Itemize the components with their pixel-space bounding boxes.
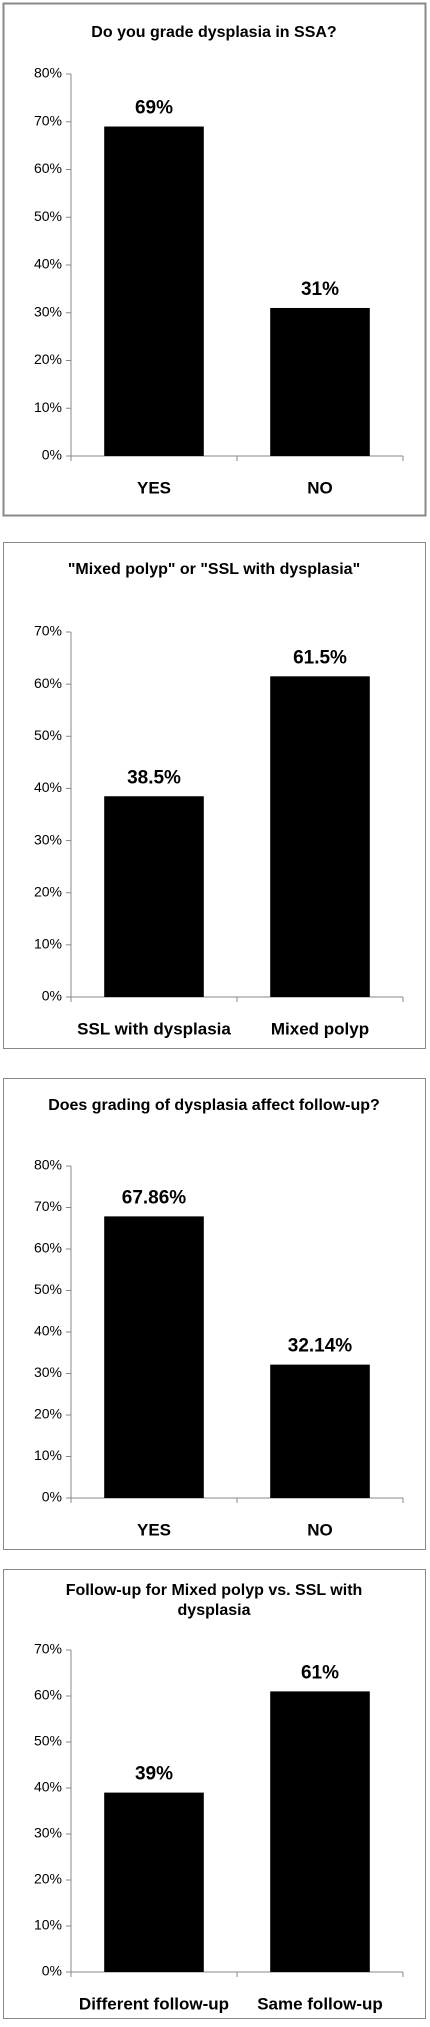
x-tick-label: YES (137, 478, 171, 497)
x-tick-label: YES (137, 1520, 171, 1539)
x-tick-label: SSL with dysplasia (77, 1019, 231, 1038)
y-tick-label: 20% (34, 1871, 62, 1887)
x-tick-label: Mixed polyp (271, 1019, 369, 1038)
y-tick-label: 30% (34, 1364, 62, 1380)
bar (104, 1216, 204, 1498)
chart-panel: Does grading of dysplasia affect follow-… (3, 1078, 426, 1550)
y-tick-label: 60% (34, 1687, 62, 1703)
x-tick-label: Same follow-up (257, 1994, 383, 2013)
y-tick-label: 60% (34, 1240, 62, 1256)
y-tick-label: 20% (34, 351, 62, 367)
y-tick-label: 60% (34, 675, 62, 691)
bar (104, 1792, 204, 1972)
title-box: "Mixed polyp" or "SSL with dysplasia" (67, 561, 361, 578)
bar (270, 1691, 370, 1972)
bar (104, 126, 204, 457)
y-tick-label: 10% (34, 399, 62, 415)
y-tick-label: 80% (34, 1157, 62, 1173)
y-tick-label: 50% (34, 1733, 62, 1749)
y-tick-label: 20% (34, 1406, 62, 1422)
y-tick-label: 40% (34, 779, 62, 795)
y-tick-label: 30% (34, 831, 62, 847)
chart-title: Follow-up for Mixed polyp vs. SSL with d… (65, 1582, 363, 1619)
y-tick-label: 30% (34, 1825, 62, 1841)
chart-panel: Do you grade dysplasia in SSA? 0% 10% 20% 30… (2, 2, 427, 517)
chart-panel: Follow-up for Mixed polyp vs. SSL with d… (3, 1569, 426, 2019)
value-label: 61.5% (293, 647, 347, 668)
bar (270, 307, 370, 456)
y-tick-label: 40% (34, 1323, 62, 1339)
y-tick-label: 70% (34, 1641, 62, 1657)
y-tick-label: 0% (42, 447, 62, 463)
y-tick-label: 10% (34, 1447, 62, 1463)
bar (270, 1364, 370, 1498)
y-tick-label: 50% (34, 1281, 62, 1297)
chart-title: "Mixed polyp" or "SSL with dysplasia" (67, 561, 361, 578)
value-label: 31% (301, 279, 339, 300)
value-label: 38.5% (127, 767, 181, 788)
x-tick-label: Different follow-up (79, 1994, 229, 2013)
value-label: 61% (301, 1662, 339, 1683)
y-tick-label: 50% (34, 727, 62, 743)
y-tick-label: 30% (34, 303, 62, 319)
y-tick-label: 70% (34, 623, 62, 639)
y-tick-label: 70% (34, 112, 62, 128)
chart-title: Do you grade dysplasia in SSA? (91, 24, 337, 41)
bar (270, 676, 370, 997)
y-tick-label: 80% (34, 65, 62, 81)
title-box: Does grading of dysplasia affect follow-… (48, 1097, 380, 1114)
title-box: Do you grade dysplasia in SSA? (91, 24, 337, 41)
y-tick-label: 0% (42, 1963, 62, 1979)
y-tick-label: 40% (34, 1779, 62, 1795)
y-tick-label: 60% (34, 160, 62, 176)
y-tick-label: 0% (42, 1489, 62, 1505)
y-tick-label: 40% (34, 256, 62, 272)
title-box: Follow-up for Mixed polyp vs. SSL with d… (65, 1582, 363, 1619)
value-label: 67.86% (122, 1187, 187, 1208)
value-label: 69% (135, 98, 173, 119)
bar (104, 796, 204, 997)
value-label: 32.14% (288, 1336, 353, 1357)
y-tick-label: 50% (34, 208, 62, 224)
x-tick-label: NO (307, 1520, 333, 1539)
y-tick-label: 70% (34, 1198, 62, 1214)
y-tick-label: 20% (34, 883, 62, 899)
y-tick-label: 10% (34, 1917, 62, 1933)
value-label: 39% (135, 1764, 173, 1785)
x-tick-label: NO (307, 478, 333, 497)
y-tick-label: 0% (42, 988, 62, 1004)
chart-title: Does grading of dysplasia affect follow-… (48, 1097, 380, 1114)
chart-panel: "Mixed polyp" or "SSL with dysplasia" 0% 1… (3, 542, 426, 1049)
y-tick-label: 10% (34, 936, 62, 952)
